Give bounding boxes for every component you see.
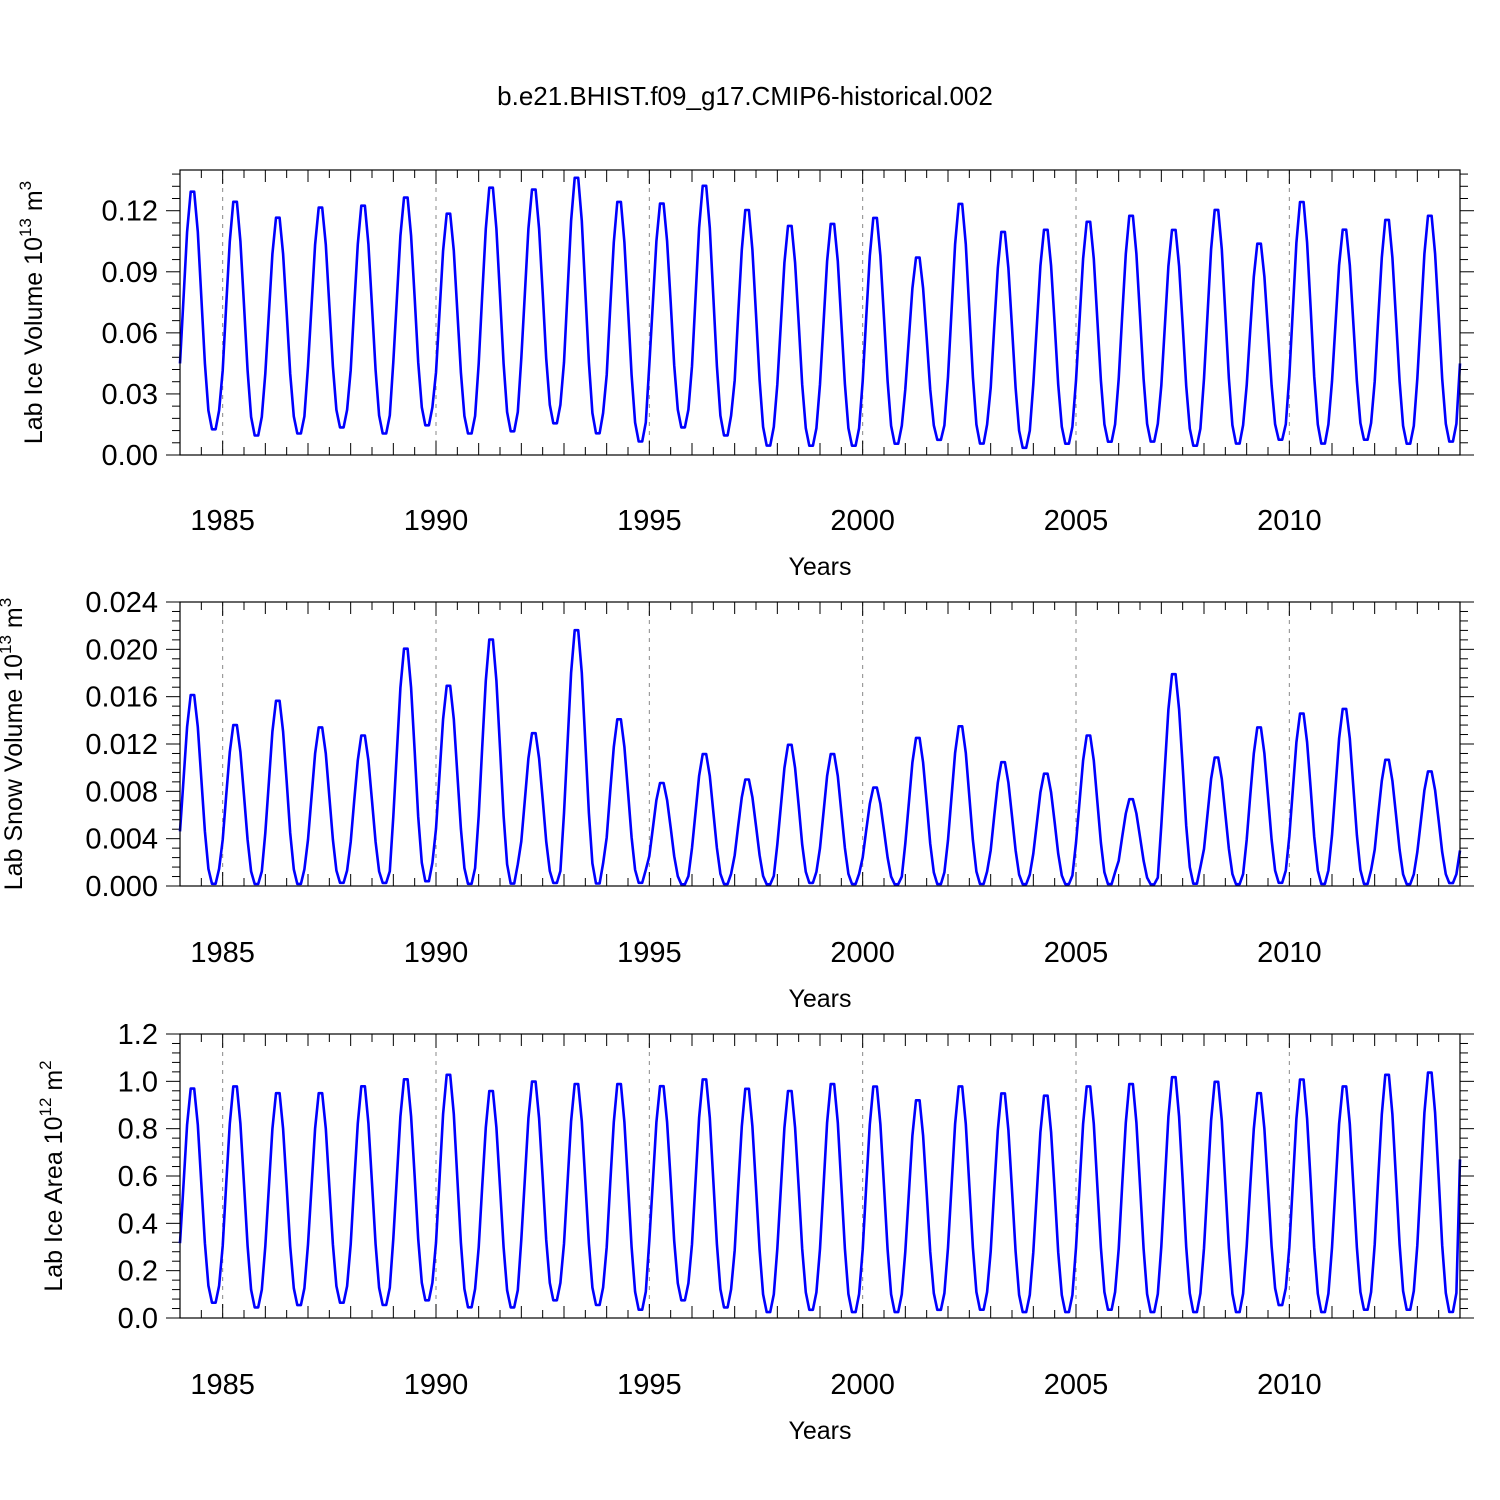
plot-frame-snow-volume (179, 601, 1461, 887)
xtick-label-snow-volume-5: 2010 (1257, 937, 1322, 969)
x-axis-label-snow-volume: Years (788, 985, 851, 1013)
ytick-label-ice-volume-4: 0.12 (102, 196, 158, 228)
y-axis-label-unit: m (40, 1070, 68, 1098)
ytick-label-ice-area-1: 0.2 (118, 1256, 158, 1288)
y-axis-label-unit: m (0, 607, 28, 635)
ytick-label-snow-volume-1: 0.004 (85, 824, 158, 856)
y-axis-label-snow-volume: Lab Snow Volume 1013 m3 (0, 598, 28, 890)
xtick-label-ice-area-3: 2000 (830, 1369, 895, 1401)
series-line-ice-area (178, 1071, 1462, 1314)
plot-frame-ice-volume (179, 169, 1461, 456)
ytick-label-snow-volume-0: 0.000 (85, 871, 158, 903)
plot-frame-ice-area (179, 1033, 1461, 1319)
xtick-label-ice-area-2: 1995 (617, 1369, 682, 1401)
ytick-label-ice-volume-2: 0.06 (102, 318, 158, 350)
series-line-ice-volume (178, 176, 1462, 450)
xtick-label-snow-volume-1: 1990 (404, 937, 469, 969)
xtick-label-snow-volume-4: 2005 (1044, 937, 1109, 969)
ytick-label-ice-area-3: 0.6 (118, 1161, 158, 1193)
y-axis-label-text: Lab Snow Volume 10 (0, 654, 28, 890)
ytick-label-snow-volume-2: 0.008 (85, 776, 158, 808)
xtick-label-ice-area-1: 1990 (404, 1369, 469, 1401)
xtick-label-snow-volume-0: 1985 (190, 937, 255, 969)
y-axis-label-exp: 13 (16, 218, 35, 237)
y-axis-label-exp: 13 (0, 635, 15, 654)
y-axis-label-exp: 12 (36, 1098, 55, 1117)
ytick-label-snow-volume-6: 0.024 (85, 587, 158, 619)
y-axis-label-unit-exp: 2 (36, 1060, 55, 1069)
xtick-label-snow-volume-3: 2000 (830, 937, 895, 969)
panel-ice-volume: 0.00 0.03 0.06 0.09 0.12 1985 1990 1995 2000 2005… (16, 169, 1474, 581)
xtick-label-ice-area-5: 2010 (1257, 1369, 1322, 1401)
y-axis-label-text: Lab Ice Area 10 (40, 1117, 68, 1292)
ytick-label-ice-area-0: 0.0 (118, 1303, 158, 1335)
ytick-label-ice-volume-1: 0.03 (102, 379, 158, 411)
x-axis-label-ice-volume: Years (788, 553, 851, 581)
xtick-label-ice-volume-0: 1985 (190, 505, 255, 537)
xtick-label-ice-volume-1: 1990 (404, 505, 469, 537)
xtick-label-snow-volume-2: 1995 (617, 937, 682, 969)
ytick-label-snow-volume-3: 0.012 (85, 729, 158, 761)
panel-ice-area: 0.0 0.2 0.4 0.6 0.8 1.0 1.2 1985 1990 1995 2000 200… (36, 1019, 1474, 1445)
ytick-label-ice-volume-0: 0.00 (102, 440, 158, 472)
ytick-label-ice-area-4: 0.8 (118, 1114, 158, 1146)
y-axis-label-unit: m (20, 190, 48, 218)
xtick-label-ice-volume-3: 2000 (830, 505, 895, 537)
ytick-label-snow-volume-4: 0.016 (85, 682, 158, 714)
ytick-label-ice-area-2: 0.4 (118, 1208, 158, 1240)
y-axis-label-ice-volume: Lab Ice Volume 1013 m3 (16, 181, 48, 444)
panel-snow-volume: 0.000 0.004 0.008 0.012 0.016 0.020 0.024 1985 1… (0, 587, 1474, 1013)
series-line-snow-volume (178, 628, 1462, 886)
ytick-label-ice-area-5: 1.0 (118, 1066, 158, 1098)
xtick-label-ice-area-0: 1985 (190, 1369, 255, 1401)
ytick-label-snow-volume-5: 0.020 (85, 634, 158, 666)
xtick-label-ice-volume-4: 2005 (1044, 505, 1109, 537)
y-axis-label-ice-area: Lab Ice Area 1012 m2 (36, 1060, 68, 1291)
xtick-label-ice-volume-5: 2010 (1257, 505, 1322, 537)
ytick-label-ice-volume-3: 0.09 (102, 257, 158, 289)
y-axis-label-text: Lab Ice Volume 10 (20, 237, 48, 444)
figure-title: b.e21.BHIST.f09_g17.CMIP6-historical.002 (497, 81, 993, 111)
xtick-label-ice-volume-2: 1995 (617, 505, 682, 537)
ytick-label-ice-area-6: 1.2 (118, 1019, 158, 1051)
xtick-label-ice-area-4: 2005 (1044, 1369, 1109, 1401)
x-axis-label-ice-area: Years (788, 1417, 851, 1445)
y-axis-label-unit-exp: 3 (0, 598, 15, 607)
y-axis-label-unit-exp: 3 (16, 181, 35, 190)
